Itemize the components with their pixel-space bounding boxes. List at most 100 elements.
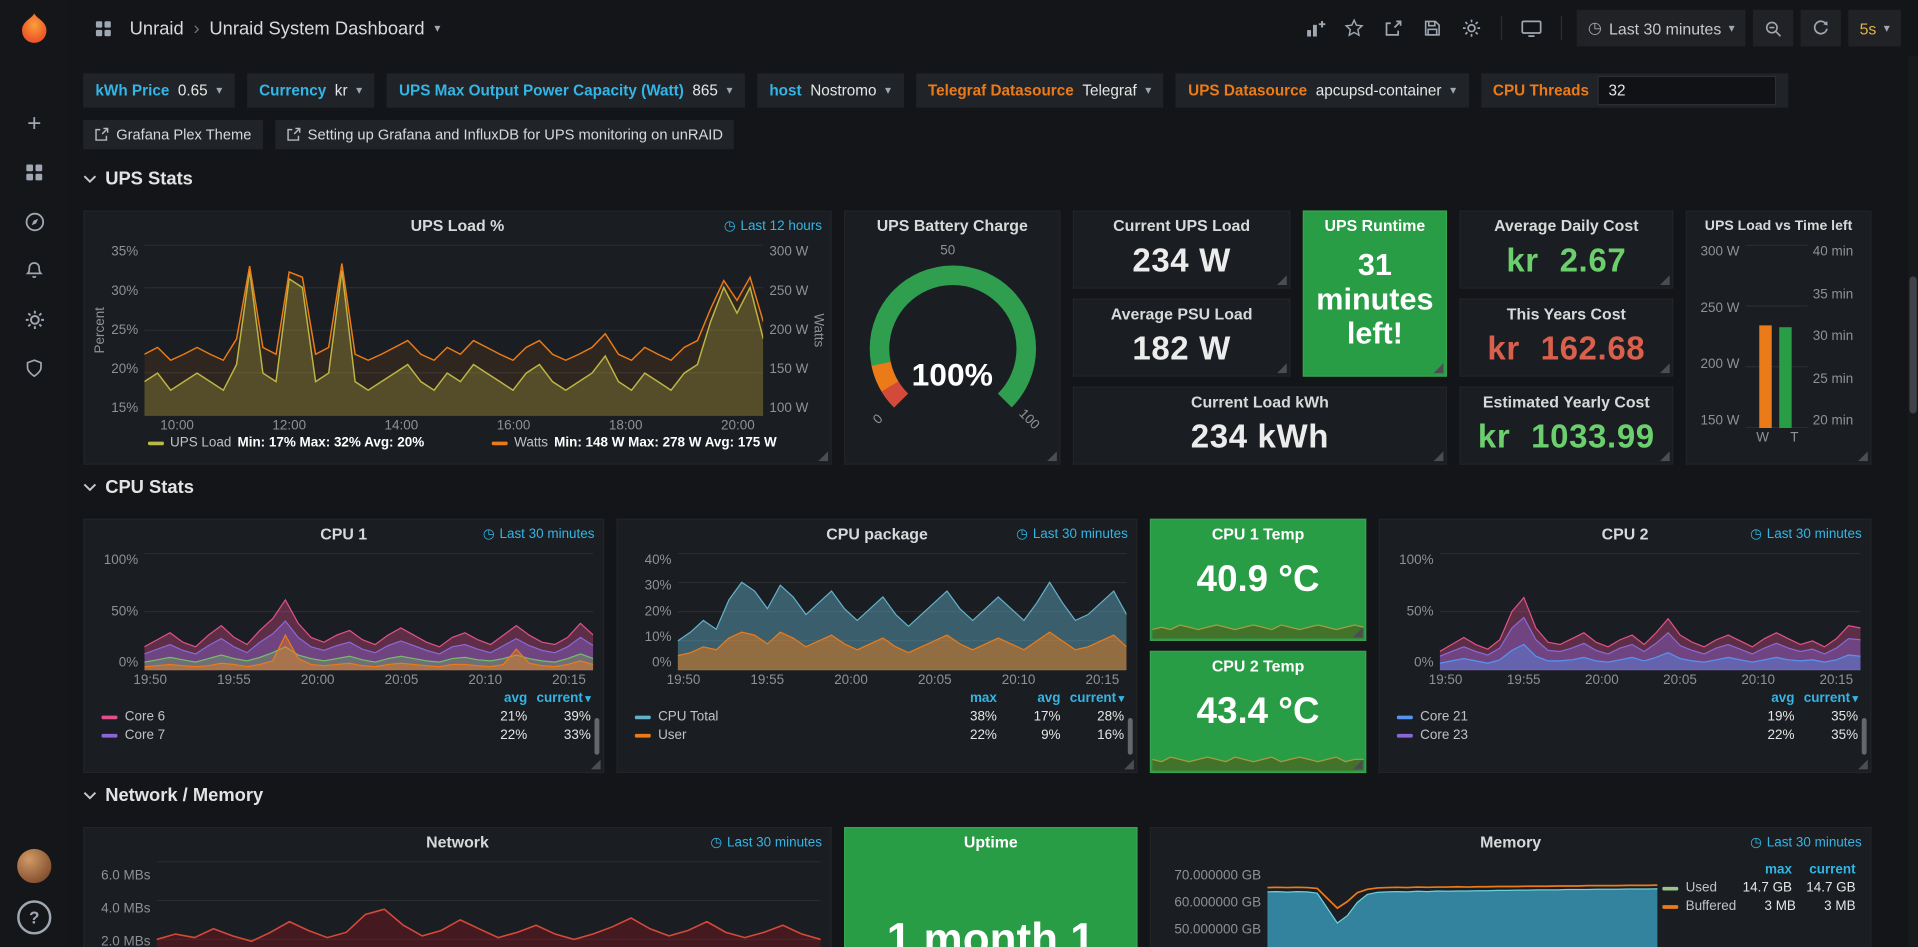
section-network-memory[interactable]: Network / Memory xyxy=(83,785,263,806)
panel-title[interactable]: Average PSU Load xyxy=(1110,304,1253,323)
series-name[interactable]: UPS Load xyxy=(170,435,232,451)
memory-graph[interactable] xyxy=(1267,861,1658,947)
create-plus-icon[interactable]: + xyxy=(27,110,42,137)
legend-column-header[interactable]: max xyxy=(1765,862,1793,878)
panel-title[interactable]: CPU 1 xyxy=(320,524,368,544)
save-icon[interactable] xyxy=(1415,11,1449,45)
legend-scrollbar[interactable] xyxy=(594,718,600,755)
zoom-out-button[interactable] xyxy=(1753,9,1794,47)
legend-scrollbar[interactable] xyxy=(1861,718,1867,755)
panel-resize-handle[interactable] xyxy=(1433,451,1444,462)
series-name[interactable]: Core 21 xyxy=(1420,709,1469,725)
cpu-package-graph[interactable] xyxy=(677,552,1127,671)
star-icon[interactable] xyxy=(1337,11,1371,45)
series-name[interactable]: User xyxy=(658,727,687,743)
series-name[interactable]: Buffered xyxy=(1685,899,1737,914)
panel-resize-handle[interactable] xyxy=(1277,275,1287,286)
cpu-threads-input[interactable]: 32 xyxy=(1597,75,1777,106)
series-name[interactable]: Watts xyxy=(514,435,549,451)
panel-resize-handle[interactable] xyxy=(818,451,829,462)
panel-title[interactable]: UPS Runtime xyxy=(1324,216,1426,235)
panel-title[interactable]: UPS Load % xyxy=(410,216,505,235)
panel-title[interactable]: Average Daily Cost xyxy=(1494,216,1639,235)
panel-title[interactable]: Current Load kWh xyxy=(1190,392,1329,411)
panel-title[interactable]: UPS Load vs Time left xyxy=(1704,218,1853,234)
panel-time-range-link[interactable]: ◷ Last 30 minutes xyxy=(710,834,822,851)
variable-ups-max-output[interactable]: UPS Max Output Power Capacity (Watt) 865… xyxy=(386,73,745,108)
variable-currency[interactable]: Currency kr ▾ xyxy=(246,73,375,108)
variable-host[interactable]: host Nostromo ▾ xyxy=(757,73,904,108)
scrollbar-thumb[interactable] xyxy=(1909,276,1917,414)
ups-bar-graph[interactable] xyxy=(1745,244,1808,429)
panel-time-range-link[interactable]: ◷ Last 30 minutes xyxy=(1016,526,1128,542)
legend-column-header[interactable]: avg xyxy=(1771,691,1795,706)
panel-title[interactable]: UPS Battery Charge xyxy=(876,216,1028,235)
panel-title[interactable]: Network xyxy=(426,833,489,852)
variable-cpu-threads[interactable]: CPU Threads 32 xyxy=(1480,73,1789,108)
section-cpu-stats[interactable]: CPU Stats xyxy=(83,477,194,498)
panel-resize-handle[interactable] xyxy=(1433,363,1444,374)
panel-resize-handle[interactable] xyxy=(1659,275,1670,286)
series-name[interactable]: Core 6 xyxy=(124,709,166,725)
refresh-interval-picker[interactable]: 5s ▾ xyxy=(1848,9,1901,47)
panel-resize-handle[interactable] xyxy=(1352,759,1363,770)
variable-value[interactable]: 865 xyxy=(692,81,718,100)
panel-title[interactable]: Estimated Yearly Cost xyxy=(1482,392,1650,411)
section-ups-stats[interactable]: UPS Stats xyxy=(83,169,193,190)
series-name[interactable]: Core 7 xyxy=(124,727,166,743)
panel-title[interactable]: CPU 2 xyxy=(1601,524,1649,544)
network-graph[interactable] xyxy=(156,861,821,947)
series-name[interactable]: Used xyxy=(1685,880,1718,896)
cpu1-graph[interactable] xyxy=(144,552,594,671)
panel-time-range-link[interactable]: ◷ Last 30 minutes xyxy=(1750,834,1862,851)
panel-title[interactable]: CPU 1 Temp xyxy=(1211,524,1305,544)
panel-resize-handle[interactable] xyxy=(1124,759,1134,770)
variable-ups-datasource[interactable]: UPS Datasource apcupsd-container ▾ xyxy=(1175,73,1469,108)
breadcrumb-dashboard-title[interactable]: Unraid System Dashboard xyxy=(209,17,425,39)
link-ups-monitoring-guide[interactable]: Setting up Grafana and InfluxDB for UPS … xyxy=(274,119,734,150)
panel-title[interactable]: CPU 2 Temp xyxy=(1211,656,1305,676)
battery-gauge[interactable]: 0 50 100 100% xyxy=(845,243,1059,458)
configuration-gear-icon[interactable] xyxy=(23,308,45,330)
grafana-logo[interactable] xyxy=(15,10,54,49)
legend-column-header[interactable]: current xyxy=(1809,862,1856,878)
legend-column-header[interactable]: current ▾ xyxy=(1803,691,1859,706)
panel-title[interactable]: Memory xyxy=(1480,833,1542,852)
variable-value[interactable]: Telegraf xyxy=(1082,81,1137,100)
tv-kiosk-icon[interactable] xyxy=(1514,11,1548,45)
legend-scrollbar[interactable] xyxy=(1127,718,1133,755)
user-avatar[interactable] xyxy=(17,848,52,884)
breadcrumb-app[interactable]: Unraid xyxy=(129,17,184,39)
help-icon[interactable]: ? xyxy=(17,900,52,935)
share-icon[interactable] xyxy=(1376,11,1410,45)
variable-value[interactable]: kr xyxy=(334,81,348,100)
legend-column-header[interactable]: avg xyxy=(1037,691,1061,706)
chevron-down-icon[interactable]: ▾ xyxy=(434,21,441,35)
panel-resize-handle[interactable] xyxy=(1047,451,1057,462)
panel-title[interactable]: Uptime xyxy=(963,833,1018,852)
panel-resize-handle[interactable] xyxy=(590,759,601,770)
variable-value[interactable]: 0.65 xyxy=(177,81,208,100)
legend-column-header[interactable]: current ▾ xyxy=(1069,691,1125,706)
variable-value[interactable]: Nostromo xyxy=(810,81,877,100)
page-scrollbar[interactable] xyxy=(1908,56,1918,947)
refresh-button[interactable] xyxy=(1800,9,1842,47)
alerting-bell-icon[interactable] xyxy=(23,259,45,281)
panel-resize-handle[interactable] xyxy=(1858,759,1868,770)
add-panel-icon[interactable] xyxy=(1298,11,1332,45)
variable-telegraf-datasource[interactable]: Telegraf Datasource Telegraf ▾ xyxy=(915,73,1164,108)
panel-resize-handle[interactable] xyxy=(1659,363,1670,374)
legend-column-header[interactable]: max xyxy=(969,691,997,706)
panel-resize-handle[interactable] xyxy=(1352,627,1363,638)
panel-title[interactable]: Current UPS Load xyxy=(1113,216,1251,235)
explore-compass-icon[interactable] xyxy=(23,210,45,232)
panel-title[interactable]: This Years Cost xyxy=(1506,304,1626,323)
series-name[interactable]: Core 23 xyxy=(1420,727,1469,743)
legend-column-header[interactable]: avg xyxy=(504,691,528,706)
panel-title[interactable]: CPU package xyxy=(826,524,928,544)
legend-column-header[interactable]: current ▾ xyxy=(536,691,591,706)
panel-resize-handle[interactable] xyxy=(1277,363,1287,374)
admin-shield-icon[interactable] xyxy=(23,357,45,379)
time-range-picker[interactable]: ◷ Last 30 minutes ▾ xyxy=(1576,9,1746,47)
dashboard-grid-icon[interactable] xyxy=(86,11,120,45)
